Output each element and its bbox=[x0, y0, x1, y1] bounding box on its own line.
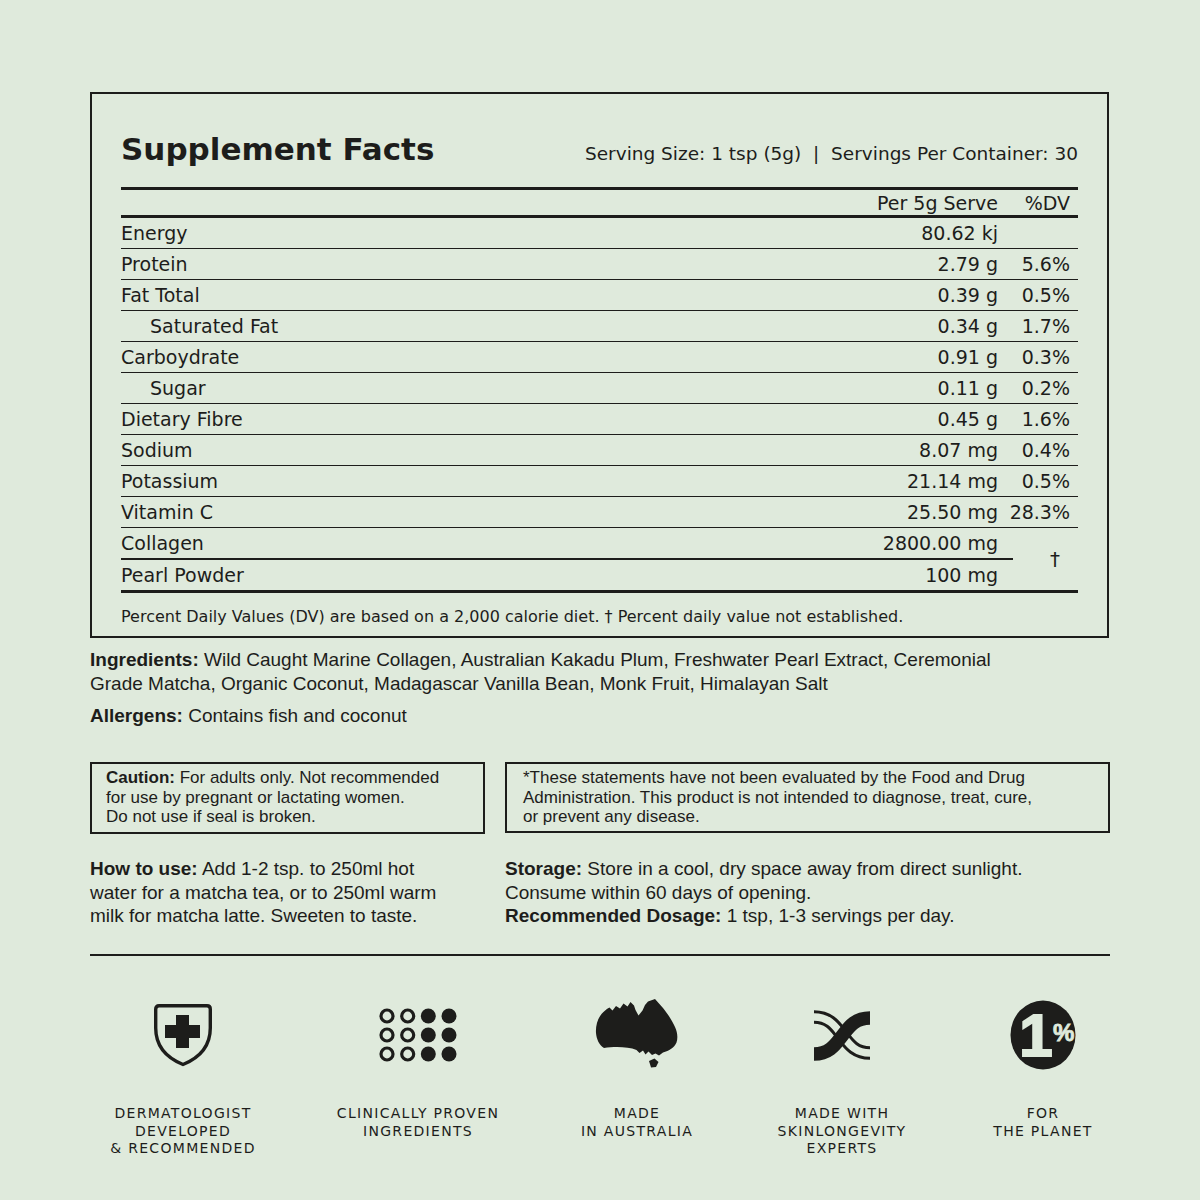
badge-label: MADEIN AUSTRALIA bbox=[532, 1105, 742, 1140]
panel-title: Supplement Facts bbox=[121, 133, 434, 165]
storage-section: Storage: Store in a cool, dry space away… bbox=[505, 857, 1117, 928]
nutrient-label: Vitamin C bbox=[121, 501, 907, 523]
nutrient-dv: 1.7% bbox=[998, 315, 1078, 337]
caution-label: Caution: bbox=[106, 768, 175, 787]
nutrient-dv: 0.5% bbox=[998, 284, 1078, 306]
nutrient-row: Dietary Fibre0.45 g1.6% bbox=[121, 404, 1078, 435]
collagen-group: Collagen 2800.00 mg Pearl Powder 100 mg … bbox=[121, 528, 1078, 593]
allergens-text: Allergens: Contains fish and coconut bbox=[90, 704, 1102, 728]
supplement-label: Supplement Facts Serving Size: 1 tsp (5g… bbox=[0, 0, 1200, 1200]
dv-footnote: Percent Daily Values (DV) are based on a… bbox=[121, 607, 1078, 626]
badge-label: DERMATOLOGISTDEVELOPED& RECOMMENDED bbox=[78, 1105, 288, 1158]
dosage-label: Recommended Dosage: bbox=[505, 905, 721, 926]
nutrient-value: 0.45 g bbox=[938, 408, 998, 430]
nutrient-label: Potassium bbox=[121, 470, 907, 492]
nutrient-value: 8.07 mg bbox=[919, 439, 998, 461]
column-header-serve: Per 5g Serve bbox=[877, 192, 998, 214]
australia-map-icon bbox=[532, 995, 742, 1075]
nutrient-dv: 0.5% bbox=[998, 470, 1078, 492]
dagger-symbol: † bbox=[1050, 547, 1060, 571]
nutrient-label: Dietary Fibre bbox=[121, 408, 938, 430]
nutrient-value: 21.14 mg bbox=[907, 470, 998, 492]
nutrient-dv: 28.3% bbox=[998, 501, 1078, 523]
nutrient-label: Protein bbox=[121, 253, 938, 275]
nutrient-dv: 0.4% bbox=[998, 439, 1078, 461]
badge-dermatologist: DERMATOLOGISTDEVELOPED& RECOMMENDED bbox=[78, 995, 288, 1158]
allergens-label: Allergens: bbox=[90, 705, 183, 726]
badge-skinlongevity: MADE WITHSKINLONGEVITYEXPERTS bbox=[737, 995, 947, 1158]
nutrient-row: Energy80.62 kj bbox=[121, 218, 1078, 249]
table-header-row: Per 5g Serve %DV bbox=[121, 187, 1078, 218]
nutrient-row: Sodium8.07 mg0.4% bbox=[121, 435, 1078, 466]
badge-clinically-proven: CLINICALLY PROVENINGREDIENTS bbox=[313, 995, 523, 1140]
dots-grid-icon bbox=[313, 995, 523, 1075]
nutrient-value: 0.39 g bbox=[938, 284, 998, 306]
svg-text:%: % bbox=[1053, 1019, 1074, 1046]
dosage-text: Recommended Dosage: 1 tsp, 1-3 servings … bbox=[505, 904, 1117, 928]
nutrient-value: 2800.00 mg bbox=[883, 532, 998, 554]
column-header-dv: %DV bbox=[998, 192, 1078, 214]
nutrient-label: Saturated Fat bbox=[121, 315, 938, 337]
storage-text: Storage: Store in a cool, dry space away… bbox=[505, 857, 1117, 904]
nutrient-value: 80.62 kj bbox=[921, 222, 998, 244]
nutrient-label: Carboydrate bbox=[121, 346, 938, 368]
nutrient-label: Collagen bbox=[121, 532, 883, 554]
caution-box: Caution: For adults only. Not recommende… bbox=[90, 762, 485, 834]
how-to-use-text: How to use: Add 1-2 tsp. to 250ml hot wa… bbox=[90, 857, 510, 928]
nutrient-label: Fat Total bbox=[121, 284, 938, 306]
badge-label: CLINICALLY PROVENINGREDIENTS bbox=[313, 1105, 523, 1140]
nutrient-dv: 5.6% bbox=[998, 253, 1078, 275]
nutrition-table: Per 5g Serve %DV Energy80.62 kjProtein2.… bbox=[121, 187, 1078, 593]
badge-label: MADE WITHSKINLONGEVITYEXPERTS bbox=[737, 1105, 947, 1158]
supplement-facts-panel: Supplement Facts Serving Size: 1 tsp (5g… bbox=[90, 92, 1109, 638]
nutrient-value: 100 mg bbox=[925, 564, 998, 586]
nutrient-row: Pearl Powder 100 mg bbox=[121, 560, 1078, 590]
ribbon-x-icon bbox=[737, 995, 947, 1075]
fda-disclaimer-box: *These statements have not been evaluate… bbox=[505, 762, 1110, 833]
nutrient-row: Potassium21.14 mg0.5% bbox=[121, 466, 1078, 497]
nutrient-value: 0.91 g bbox=[938, 346, 998, 368]
svg-text:1: 1 bbox=[1019, 1002, 1052, 1069]
ingredients-label: Ingredients: bbox=[90, 649, 199, 670]
nutrient-value: 2.79 g bbox=[938, 253, 998, 275]
storage-label: Storage: bbox=[505, 858, 582, 879]
nutrient-value: 25.50 mg bbox=[907, 501, 998, 523]
nutrient-row: Protein2.79 g5.6% bbox=[121, 249, 1078, 280]
nutrient-rows: Energy80.62 kjProtein2.79 g5.6%Fat Total… bbox=[121, 218, 1078, 528]
shield-cross-icon bbox=[78, 995, 288, 1075]
nutrient-row: Collagen 2800.00 mg bbox=[121, 528, 1078, 558]
nutrient-label: Energy bbox=[121, 222, 921, 244]
nutrient-value: 0.11 g bbox=[938, 377, 998, 399]
badge-for-the-planet: 1 % FORTHE PLANET bbox=[938, 995, 1148, 1140]
one-percent-icon: 1 % bbox=[938, 995, 1148, 1075]
ingredients-text: Ingredients: Wild Caught Marine Collagen… bbox=[90, 648, 1102, 695]
nutrient-row: Fat Total0.39 g0.5% bbox=[121, 280, 1078, 311]
how-to-use-label: How to use: bbox=[90, 858, 198, 879]
nutrient-row: Vitamin C25.50 mg28.3% bbox=[121, 497, 1078, 528]
nutrient-dv: 0.3% bbox=[998, 346, 1078, 368]
nutrient-label: Pearl Powder bbox=[121, 564, 925, 586]
nutrient-row: Saturated Fat0.34 g1.7% bbox=[121, 311, 1078, 342]
nutrient-row: Sugar0.11 g0.2% bbox=[121, 373, 1078, 404]
serving-info: Serving Size: 1 tsp (5g) | Servings Per … bbox=[585, 143, 1078, 164]
nutrient-value: 0.34 g bbox=[938, 315, 998, 337]
badge-made-in-australia: MADEIN AUSTRALIA bbox=[532, 995, 742, 1140]
footer-divider bbox=[90, 954, 1110, 956]
nutrient-label: Sugar bbox=[121, 377, 938, 399]
nutrient-dv: 0.2% bbox=[998, 377, 1078, 399]
nutrient-label: Sodium bbox=[121, 439, 919, 461]
nutrient-row: Carboydrate0.91 g0.3% bbox=[121, 342, 1078, 373]
badge-label: FORTHE PLANET bbox=[938, 1105, 1148, 1140]
panel-header: Supplement Facts Serving Size: 1 tsp (5g… bbox=[121, 133, 1078, 165]
nutrient-dv: 1.6% bbox=[998, 408, 1078, 430]
